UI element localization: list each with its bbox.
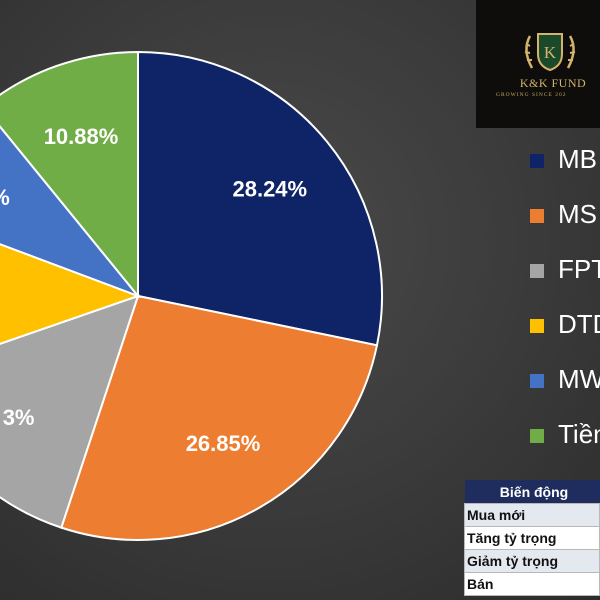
legend-item-mb: MB: [530, 142, 600, 197]
legend-swatch: [530, 374, 544, 388]
legend-item-tien: Tiền: [530, 417, 600, 472]
pie-slice-fpt2: [0, 294, 140, 529]
legend-item-ms: MS: [530, 197, 600, 252]
slice-data-label: 28.24%: [232, 177, 307, 202]
table-row: Giảm tỷ trọng: [464, 549, 600, 573]
legend-swatch: [530, 264, 544, 278]
logo-panel: [476, 0, 600, 128]
pie-slice-ms1: [60, 294, 379, 541]
pie-slice-mb0: [137, 50, 383, 347]
logo-name: K&K FUND: [519, 76, 587, 90]
slice-data-label: 3%: [3, 405, 35, 430]
legend-label: Tiền: [558, 419, 600, 449]
logo-emblem-letter: K: [544, 43, 557, 62]
legend-swatch: [530, 209, 544, 223]
legend-swatch: [530, 319, 544, 333]
slice-data-label: 26.85%: [186, 431, 261, 456]
slice-data-label: 10.88%: [44, 124, 119, 149]
table-row: Bán: [464, 572, 600, 596]
legend-label: MB: [558, 144, 597, 174]
pie-slice-tin5: [0, 50, 139, 299]
legend-item-dtd: DTD: [530, 307, 600, 362]
legend-swatch: [530, 154, 544, 168]
legend-item-mw: MW: [530, 362, 600, 417]
legend-label: MW: [558, 364, 600, 394]
pie-slice-dtd3: [0, 243, 141, 345]
chart-legend: MB MS FPT DTD MW Tiền: [530, 142, 600, 472]
legend-item-fpt: FPT: [530, 252, 600, 307]
changes-table: Biến động Mua mới Tăng tỷ trọng Giảm tỷ …: [464, 480, 600, 596]
pie-slices: [0, 50, 383, 541]
logo-tagline: GROWING SINCE 202: [496, 92, 567, 98]
legend-swatch: [530, 429, 544, 443]
slice-data-label: %: [0, 185, 10, 210]
laurel-shield-icon: K: [524, 33, 576, 72]
table-row: Tăng tỷ trọng: [464, 526, 600, 550]
legend-label: FPT: [558, 254, 600, 284]
table-header: Biến động: [464, 480, 600, 504]
table-row: Mua mới: [464, 503, 600, 527]
legend-label: MS: [558, 199, 597, 229]
legend-label: DTD: [558, 309, 600, 339]
pie-labels: 28.24% 26.85% 3%% 10.88%: [0, 124, 307, 456]
